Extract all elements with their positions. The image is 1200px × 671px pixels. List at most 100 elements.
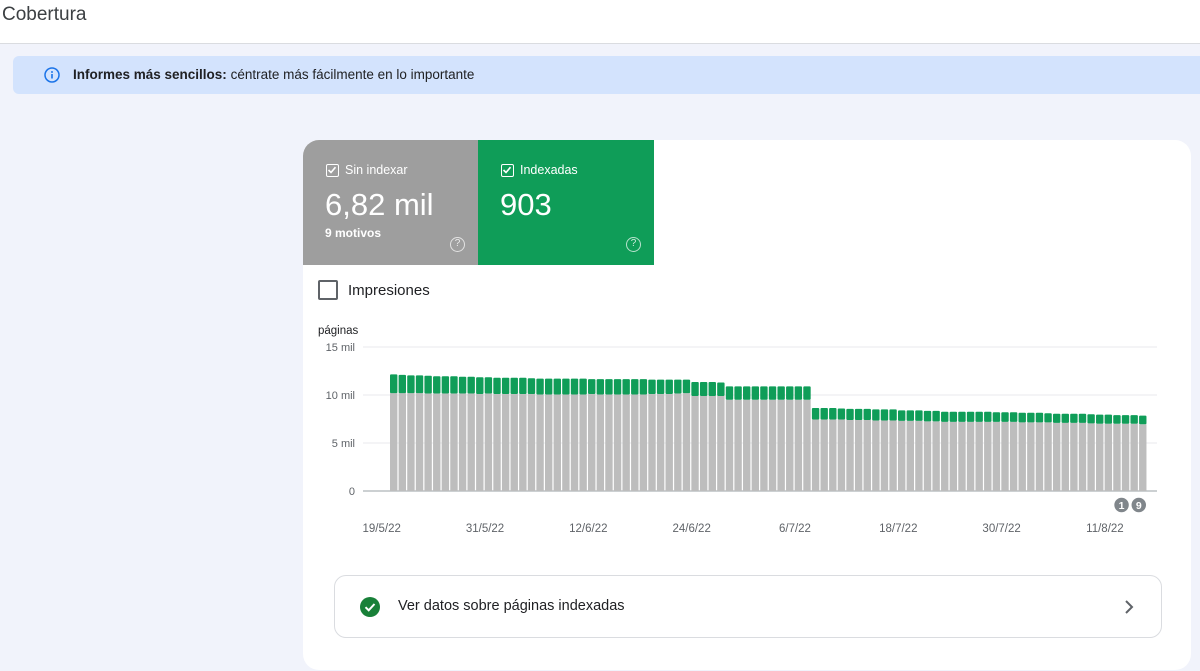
x-tick-label: 31/5/22 <box>466 523 504 535</box>
bar-indexed <box>1018 412 1026 423</box>
bar-not-indexed <box>880 420 889 491</box>
bar-not-indexed <box>811 419 820 491</box>
bar-indexed <box>811 407 820 420</box>
checkbox-checked-icon[interactable] <box>326 164 339 177</box>
bar-not-indexed <box>923 421 932 491</box>
bar-not-indexed <box>639 394 648 491</box>
bar-not-indexed <box>872 420 880 491</box>
bar-indexed <box>897 410 906 421</box>
bar-not-indexed <box>562 394 570 491</box>
bar-not-indexed <box>665 394 673 491</box>
bar-indexed <box>458 376 467 394</box>
bar-indexed <box>424 375 432 394</box>
bar-indexed <box>596 379 605 395</box>
bar-indexed <box>1001 412 1009 422</box>
bar-indexed <box>743 386 751 400</box>
help-icon[interactable]: ? <box>450 237 465 252</box>
bar-not-indexed <box>932 421 940 491</box>
bar-indexed <box>570 378 579 395</box>
bar-not-indexed <box>949 421 958 491</box>
bar-not-indexed <box>476 394 484 491</box>
bar-not-indexed <box>631 394 639 491</box>
bar-indexed <box>1113 415 1121 424</box>
view-indexed-pages-link[interactable]: Ver datos sobre páginas indexadas <box>334 575 1162 638</box>
bar-not-indexed <box>1087 423 1095 491</box>
bar-not-indexed <box>992 421 1001 491</box>
bar-indexed <box>631 379 639 395</box>
bar-indexed <box>1052 413 1061 423</box>
bar-not-indexed <box>915 420 923 491</box>
bar-not-indexed <box>613 394 622 491</box>
bar-indexed <box>966 411 975 422</box>
bar-indexed <box>441 376 450 394</box>
bar-not-indexed <box>1044 422 1052 491</box>
link-text: Ver datos sobre páginas indexadas <box>398 598 625 614</box>
bar-indexed <box>863 408 871 420</box>
y-tick-label: 5 mil <box>332 438 355 450</box>
bar-indexed <box>949 411 958 422</box>
bar-indexed <box>682 379 691 394</box>
tile-label: Sin indexar <box>345 163 408 177</box>
bar-not-indexed <box>1104 423 1113 491</box>
bar-indexed <box>519 377 527 395</box>
bar-indexed <box>588 379 596 395</box>
bar-not-indexed <box>794 399 803 491</box>
bar-not-indexed <box>484 393 493 491</box>
help-icon[interactable]: ? <box>626 237 641 252</box>
bar-not-indexed <box>1070 422 1078 491</box>
bar-not-indexed <box>803 399 811 491</box>
bar-indexed <box>777 386 785 400</box>
bar-not-indexed <box>889 420 897 491</box>
x-tick-label: 30/7/22 <box>982 523 1020 535</box>
bar-indexed <box>880 409 889 421</box>
bar-not-indexed <box>958 421 966 491</box>
impressions-checkbox[interactable] <box>318 280 338 300</box>
bar-indexed <box>562 378 570 395</box>
bar-indexed <box>1078 413 1087 423</box>
bar-indexed <box>941 411 949 422</box>
tile-not-indexed[interactable]: Sin indexar 6,82 mil 9 motivos ? <box>303 140 478 265</box>
banner-bold: Informes más sencillos: <box>73 67 227 82</box>
bar-indexed <box>1035 412 1044 423</box>
bar-not-indexed <box>450 393 458 491</box>
bar-not-indexed <box>829 419 837 491</box>
x-tick-label: 24/6/22 <box>672 523 710 535</box>
bar-not-indexed <box>544 394 553 491</box>
bar-not-indexed <box>1035 422 1044 491</box>
bar-not-indexed <box>751 399 760 491</box>
bar-indexed <box>932 410 940 422</box>
bar-indexed <box>725 386 734 400</box>
bar-indexed <box>656 379 665 395</box>
bar-not-indexed <box>941 421 949 491</box>
tile-subtext: 9 motivos <box>325 226 382 240</box>
bar-not-indexed <box>519 394 527 491</box>
coverage-chart: páginas 0 5 mil 10 mil 15 mil 19/5/22 31/5/22 1… <box>318 325 1157 535</box>
checkbox-checked-icon[interactable] <box>501 164 514 177</box>
bar-not-indexed <box>501 394 510 491</box>
bar-not-indexed <box>1061 422 1069 491</box>
y-tick-label: 15 mil <box>326 342 355 354</box>
bar-not-indexed <box>553 394 561 491</box>
bar-indexed <box>484 377 493 394</box>
bar-indexed <box>803 386 811 400</box>
bar-indexed <box>906 410 914 421</box>
bar-indexed <box>846 408 854 420</box>
top-bar: Cobertura <box>0 0 1200 44</box>
bar-not-indexed <box>966 421 975 491</box>
annotation-label: 9 <box>1136 500 1142 512</box>
bar-indexed <box>493 377 501 395</box>
bar-indexed <box>415 375 424 394</box>
bar-not-indexed <box>777 399 785 491</box>
bar-indexed <box>975 411 983 422</box>
bar-indexed <box>450 376 458 394</box>
bar-indexed <box>544 378 553 395</box>
bar-not-indexed <box>605 394 613 491</box>
bar-not-indexed <box>786 399 794 491</box>
bar-indexed <box>536 378 544 395</box>
bar-not-indexed <box>1113 423 1121 491</box>
bar-indexed <box>734 386 742 400</box>
bar-indexed <box>786 386 794 400</box>
check-circle-icon <box>360 597 380 617</box>
tile-indexed[interactable]: Indexadas 903 ? <box>478 140 654 265</box>
bar-not-indexed <box>1139 424 1147 491</box>
